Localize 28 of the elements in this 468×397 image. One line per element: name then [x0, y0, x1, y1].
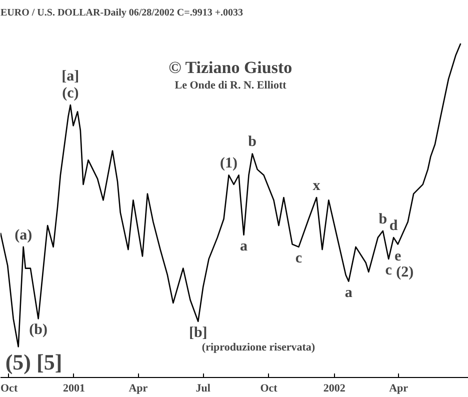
- annotation: (a): [14, 227, 32, 244]
- x-tick-label: Oct: [260, 382, 278, 394]
- annotation: (1): [220, 156, 238, 172]
- annotation: [b]: [188, 324, 208, 341]
- annotation: [a]: [62, 68, 80, 84]
- annotation: x: [312, 178, 321, 194]
- annotation: c: [295, 250, 302, 266]
- x-tick-label: Apr: [389, 382, 408, 394]
- annotation: e: [394, 248, 402, 265]
- annotation: (5) [5]: [5, 349, 62, 374]
- annotation: b: [378, 211, 388, 228]
- annotation: b: [248, 134, 257, 150]
- annotation: a: [344, 284, 353, 301]
- annotation: d: [389, 218, 398, 234]
- annotation: (c): [62, 85, 79, 102]
- x-tick-label: Jul: [196, 382, 210, 394]
- annotation: a: [240, 238, 248, 254]
- annotation: (riproduzione riservata): [202, 342, 316, 354]
- x-tick-label: 2002: [323, 382, 346, 394]
- x-tick-label: Apr: [128, 382, 148, 394]
- x-tick-label: Oct: [0, 382, 18, 394]
- annotation: c: [385, 262, 392, 278]
- annotation: Le Onde di R. N. Elliott: [174, 80, 287, 92]
- annotation: (b): [29, 322, 48, 338]
- annotation: (2): [396, 264, 414, 281]
- x-tick-label: 2001: [62, 382, 85, 394]
- annotation: © Tiziano Giusto: [168, 58, 292, 77]
- chart-title: EURO / U.S. DOLLAR-Daily 06/28/2002 C=.9913 +.0033: [0, 8, 244, 18]
